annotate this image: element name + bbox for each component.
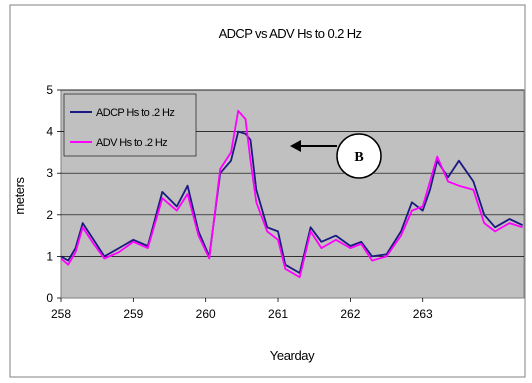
series-line-1	[60, 109, 523, 279]
x-tick-label-262: 262	[340, 307, 360, 321]
y-tick-label-2: 2	[46, 208, 53, 222]
callout-arrow-head	[290, 140, 301, 152]
legend-box	[63, 93, 197, 157]
y-tick-label-4: 4	[46, 125, 53, 139]
legend: ADCP Hs to .2 Hz ADV Hs to .2 Hz	[63, 93, 197, 157]
legend-label-adcp: ADCP Hs to .2 Hz	[96, 107, 174, 119]
y-axis-label: meters	[12, 176, 27, 214]
y-tick-label-5: 5	[46, 83, 53, 97]
x-tick-label-258: 258	[51, 307, 71, 321]
y-tick-label-0: 0	[46, 291, 53, 305]
callout-circle	[336, 133, 382, 179]
x-axis-label: Yearday	[270, 348, 315, 363]
chart-title: ADCP vs ADV Hs to 0.2 Hz	[219, 26, 362, 41]
x-tick-label-261: 261	[268, 307, 288, 321]
series-layer	[60, 109, 523, 279]
x-tick-label-260: 260	[196, 307, 216, 321]
y-tick-label-3: 3	[46, 166, 53, 180]
x-tick-label-259: 259	[123, 307, 143, 321]
callout-annotation: B	[290, 133, 382, 179]
series-line-0	[60, 130, 523, 274]
y-tick-label-1: 1	[46, 249, 53, 263]
y-axis-ticks: 0 1 2 3 4 5	[46, 83, 61, 305]
x-axis-ticks: 258 259 260 261 262 263	[51, 298, 433, 321]
callout-label: B	[354, 150, 363, 165]
legend-label-adv: ADV Hs to .2 Hz	[96, 137, 167, 149]
x-tick-label-263: 263	[413, 307, 433, 321]
